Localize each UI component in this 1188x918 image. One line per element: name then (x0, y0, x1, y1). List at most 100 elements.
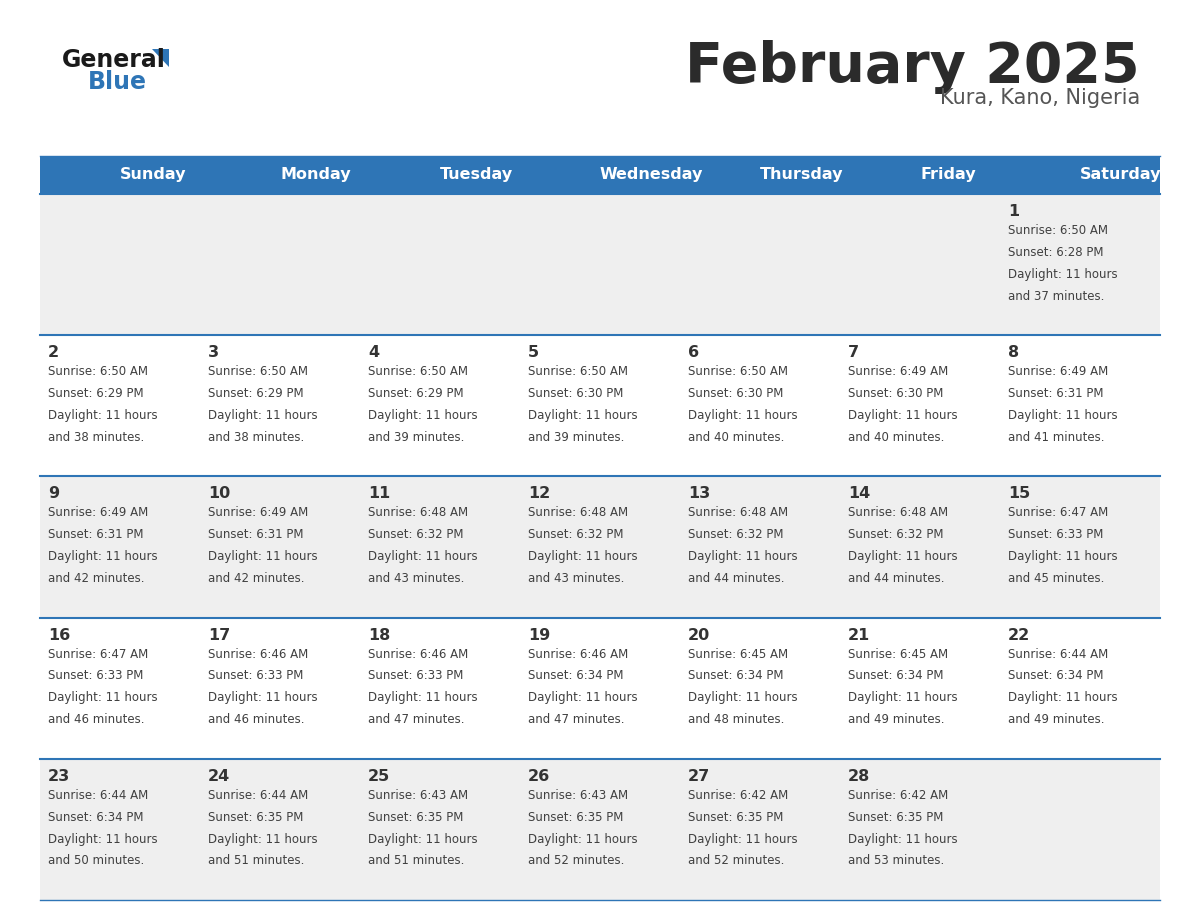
Text: Sunset: 6:29 PM: Sunset: 6:29 PM (208, 387, 304, 400)
Text: Daylight: 11 hours: Daylight: 11 hours (48, 833, 158, 845)
Text: 1: 1 (1007, 204, 1019, 219)
Text: Sunrise: 6:44 AM: Sunrise: 6:44 AM (208, 789, 308, 801)
Text: and 38 minutes.: and 38 minutes. (48, 431, 144, 444)
Text: 12: 12 (527, 487, 550, 501)
Text: Daylight: 11 hours: Daylight: 11 hours (1007, 691, 1118, 704)
Text: Sunset: 6:30 PM: Sunset: 6:30 PM (688, 387, 783, 400)
Text: Monday: Monday (280, 167, 350, 183)
Bar (40, 335, 1159, 476)
Text: Sunset: 6:32 PM: Sunset: 6:32 PM (368, 528, 463, 542)
Text: 14: 14 (848, 487, 871, 501)
Text: 11: 11 (368, 487, 390, 501)
Text: Daylight: 11 hours: Daylight: 11 hours (208, 833, 317, 845)
Text: and 44 minutes.: and 44 minutes. (688, 572, 784, 585)
Text: 13: 13 (688, 487, 710, 501)
Text: 28: 28 (848, 768, 871, 784)
Text: 19: 19 (527, 628, 550, 643)
Text: Daylight: 11 hours: Daylight: 11 hours (848, 833, 958, 845)
Text: Sunrise: 6:47 AM: Sunrise: 6:47 AM (48, 647, 148, 661)
Text: Sunrise: 6:42 AM: Sunrise: 6:42 AM (848, 789, 948, 801)
Text: Sunset: 6:35 PM: Sunset: 6:35 PM (848, 811, 943, 823)
Text: Friday: Friday (920, 167, 975, 183)
Text: and 37 minutes.: and 37 minutes. (1007, 290, 1105, 303)
Text: and 39 minutes.: and 39 minutes. (368, 431, 465, 444)
Text: Sunset: 6:35 PM: Sunset: 6:35 PM (688, 811, 783, 823)
Text: 27: 27 (688, 768, 710, 784)
Text: Daylight: 11 hours: Daylight: 11 hours (848, 409, 958, 422)
Text: Sunrise: 6:48 AM: Sunrise: 6:48 AM (848, 507, 948, 520)
Text: Sunset: 6:29 PM: Sunset: 6:29 PM (368, 387, 463, 400)
Text: Sunrise: 6:49 AM: Sunrise: 6:49 AM (1007, 365, 1108, 378)
Text: Sunset: 6:31 PM: Sunset: 6:31 PM (208, 528, 303, 542)
Text: Daylight: 11 hours: Daylight: 11 hours (527, 833, 638, 845)
Text: Sunrise: 6:50 AM: Sunrise: 6:50 AM (527, 365, 628, 378)
Text: 10: 10 (208, 487, 230, 501)
Text: Daylight: 11 hours: Daylight: 11 hours (208, 409, 317, 422)
Text: Daylight: 11 hours: Daylight: 11 hours (688, 833, 797, 845)
Text: and 42 minutes.: and 42 minutes. (208, 572, 304, 585)
Text: February 2025: February 2025 (685, 40, 1140, 94)
Text: Sunrise: 6:43 AM: Sunrise: 6:43 AM (527, 789, 628, 801)
Text: Daylight: 11 hours: Daylight: 11 hours (48, 691, 158, 704)
Text: Sunset: 6:31 PM: Sunset: 6:31 PM (1007, 387, 1104, 400)
Text: and 51 minutes.: and 51 minutes. (368, 855, 465, 868)
Text: 23: 23 (48, 768, 70, 784)
Text: Sunrise: 6:50 AM: Sunrise: 6:50 AM (1007, 224, 1108, 237)
Text: Sunset: 6:33 PM: Sunset: 6:33 PM (1007, 528, 1104, 542)
Text: and 44 minutes.: and 44 minutes. (848, 572, 944, 585)
Text: Sunset: 6:34 PM: Sunset: 6:34 PM (48, 811, 144, 823)
Text: Daylight: 11 hours: Daylight: 11 hours (1007, 409, 1118, 422)
Text: and 43 minutes.: and 43 minutes. (527, 572, 625, 585)
Text: Kura, Kano, Nigeria: Kura, Kano, Nigeria (940, 88, 1140, 108)
Text: Daylight: 11 hours: Daylight: 11 hours (48, 550, 158, 563)
Text: and 38 minutes.: and 38 minutes. (208, 431, 304, 444)
Text: Sunset: 6:33 PM: Sunset: 6:33 PM (368, 669, 463, 682)
Text: 17: 17 (208, 628, 230, 643)
Text: Sunset: 6:34 PM: Sunset: 6:34 PM (688, 669, 784, 682)
Text: Daylight: 11 hours: Daylight: 11 hours (208, 550, 317, 563)
Text: Sunset: 6:33 PM: Sunset: 6:33 PM (48, 669, 144, 682)
Text: and 52 minutes.: and 52 minutes. (527, 855, 625, 868)
Text: and 52 minutes.: and 52 minutes. (688, 855, 784, 868)
Text: and 39 minutes.: and 39 minutes. (527, 431, 625, 444)
Text: Sunrise: 6:48 AM: Sunrise: 6:48 AM (368, 507, 468, 520)
Text: Sunrise: 6:45 AM: Sunrise: 6:45 AM (688, 647, 788, 661)
Text: and 46 minutes.: and 46 minutes. (48, 713, 145, 726)
Text: and 51 minutes.: and 51 minutes. (208, 855, 304, 868)
Text: 26: 26 (527, 768, 550, 784)
Text: Thursday: Thursday (760, 167, 843, 183)
Text: 5: 5 (527, 345, 539, 360)
Text: Sunset: 6:28 PM: Sunset: 6:28 PM (1007, 246, 1104, 259)
Text: Sunrise: 6:49 AM: Sunrise: 6:49 AM (48, 507, 148, 520)
Text: Daylight: 11 hours: Daylight: 11 hours (1007, 268, 1118, 281)
Text: Daylight: 11 hours: Daylight: 11 hours (368, 550, 478, 563)
Bar (40, 476, 1159, 618)
Text: 2: 2 (48, 345, 59, 360)
Text: 25: 25 (368, 768, 390, 784)
Text: Saturday: Saturday (1080, 167, 1162, 183)
Bar (40, 618, 1159, 759)
Text: 4: 4 (368, 345, 379, 360)
Text: and 49 minutes.: and 49 minutes. (1007, 713, 1105, 726)
Text: Sunset: 6:32 PM: Sunset: 6:32 PM (527, 528, 624, 542)
Text: and 42 minutes.: and 42 minutes. (48, 572, 145, 585)
Text: Daylight: 11 hours: Daylight: 11 hours (208, 691, 317, 704)
Text: and 49 minutes.: and 49 minutes. (848, 713, 944, 726)
Text: Tuesday: Tuesday (440, 167, 513, 183)
Text: Sunset: 6:29 PM: Sunset: 6:29 PM (48, 387, 144, 400)
Text: Daylight: 11 hours: Daylight: 11 hours (848, 550, 958, 563)
Text: Blue: Blue (88, 70, 147, 94)
Text: 24: 24 (208, 768, 230, 784)
Text: 20: 20 (688, 628, 710, 643)
Text: Sunrise: 6:50 AM: Sunrise: 6:50 AM (368, 365, 468, 378)
Text: Sunrise: 6:50 AM: Sunrise: 6:50 AM (48, 365, 148, 378)
Text: Daylight: 11 hours: Daylight: 11 hours (368, 691, 478, 704)
Text: Sunrise: 6:49 AM: Sunrise: 6:49 AM (208, 507, 308, 520)
Text: 15: 15 (1007, 487, 1030, 501)
Text: Daylight: 11 hours: Daylight: 11 hours (527, 550, 638, 563)
Text: and 40 minutes.: and 40 minutes. (688, 431, 784, 444)
Text: and 43 minutes.: and 43 minutes. (368, 572, 465, 585)
Text: and 45 minutes.: and 45 minutes. (1007, 572, 1105, 585)
Text: and 41 minutes.: and 41 minutes. (1007, 431, 1105, 444)
Text: 21: 21 (848, 628, 871, 643)
